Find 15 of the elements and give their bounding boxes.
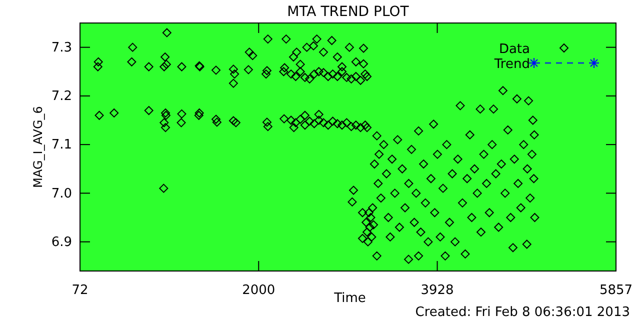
y-axis-title: MAG_I_AVG_6: [31, 106, 45, 188]
y-tick-label: 7.3: [51, 40, 72, 56]
y-tick-label: 7.1: [51, 138, 72, 153]
y-tick-label: 7.0: [51, 186, 72, 202]
x-axis-title: Time: [333, 291, 366, 306]
legend-label: Data: [498, 42, 530, 57]
y-tick-label: 7.2: [51, 89, 72, 104]
x-tick-label: 5857: [599, 283, 633, 298]
x-tick-label: 3928: [420, 283, 454, 298]
y-tick-label: 6.9: [51, 234, 72, 250]
legend-label: Trend: [493, 57, 530, 72]
text: Created: Fri Feb 8 06:36:01 2013: [415, 305, 630, 320]
x-tick-label: 72: [72, 283, 88, 298]
chart-title: MTA TREND PLOT: [287, 4, 410, 20]
x-tick-label: 2000: [242, 283, 276, 298]
